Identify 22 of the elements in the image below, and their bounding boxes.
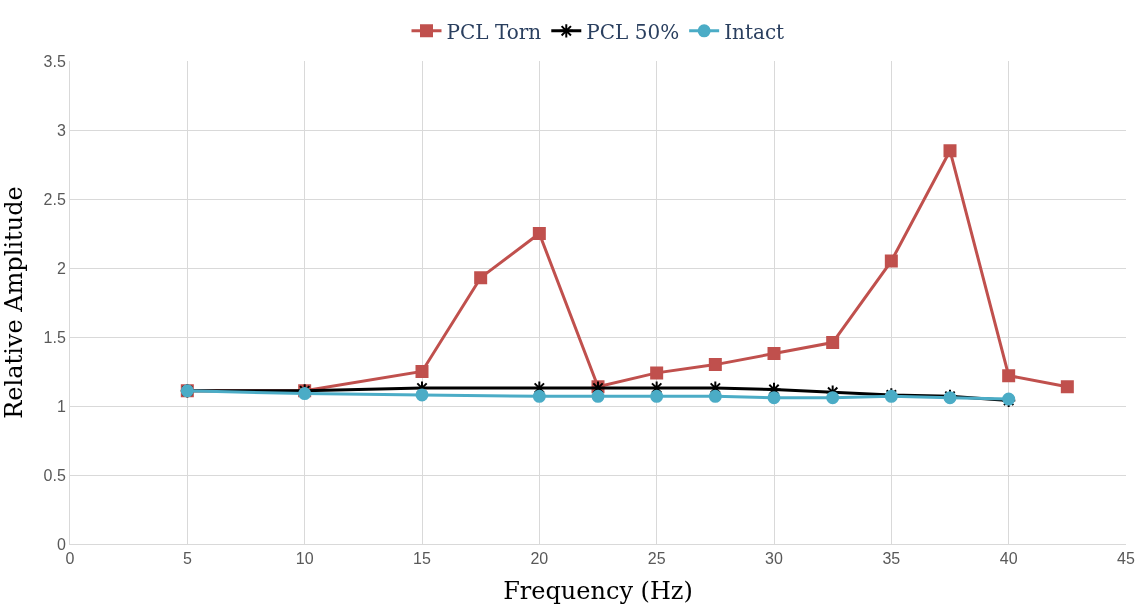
y-tick-label: 1.5 — [43, 328, 66, 346]
y-tick-label: 1 — [56, 397, 66, 415]
y-axis-title: Relative Amplitude — [0, 186, 28, 419]
y-tick-label: 0.5 — [43, 466, 66, 484]
legend-label: PCL Torn — [446, 19, 542, 44]
y-tick-label: 0 — [56, 535, 66, 553]
x-tick-label: 45 — [1117, 550, 1135, 568]
x-axis-title: Frequency (Hz) — [503, 576, 693, 605]
x-tick-label: 10 — [295, 550, 314, 568]
x-tick-label: 15 — [413, 550, 431, 568]
legend-label: Intact — [724, 19, 785, 44]
legend-label: PCL 50% — [586, 19, 680, 44]
x-tick-label: 25 — [647, 550, 666, 568]
x-tick-label: 20 — [530, 550, 549, 568]
x-tick-label: 30 — [765, 550, 783, 568]
x-tick-label: 40 — [999, 550, 1018, 568]
y-tick-label: 2.5 — [43, 190, 66, 208]
y-tick-label: 3.5 — [43, 52, 66, 70]
y-tick-label: 3 — [56, 121, 66, 139]
y-tick-label: 2 — [56, 259, 66, 277]
x-tick-label: 5 — [182, 550, 192, 568]
x-tick-label: 35 — [882, 550, 901, 568]
